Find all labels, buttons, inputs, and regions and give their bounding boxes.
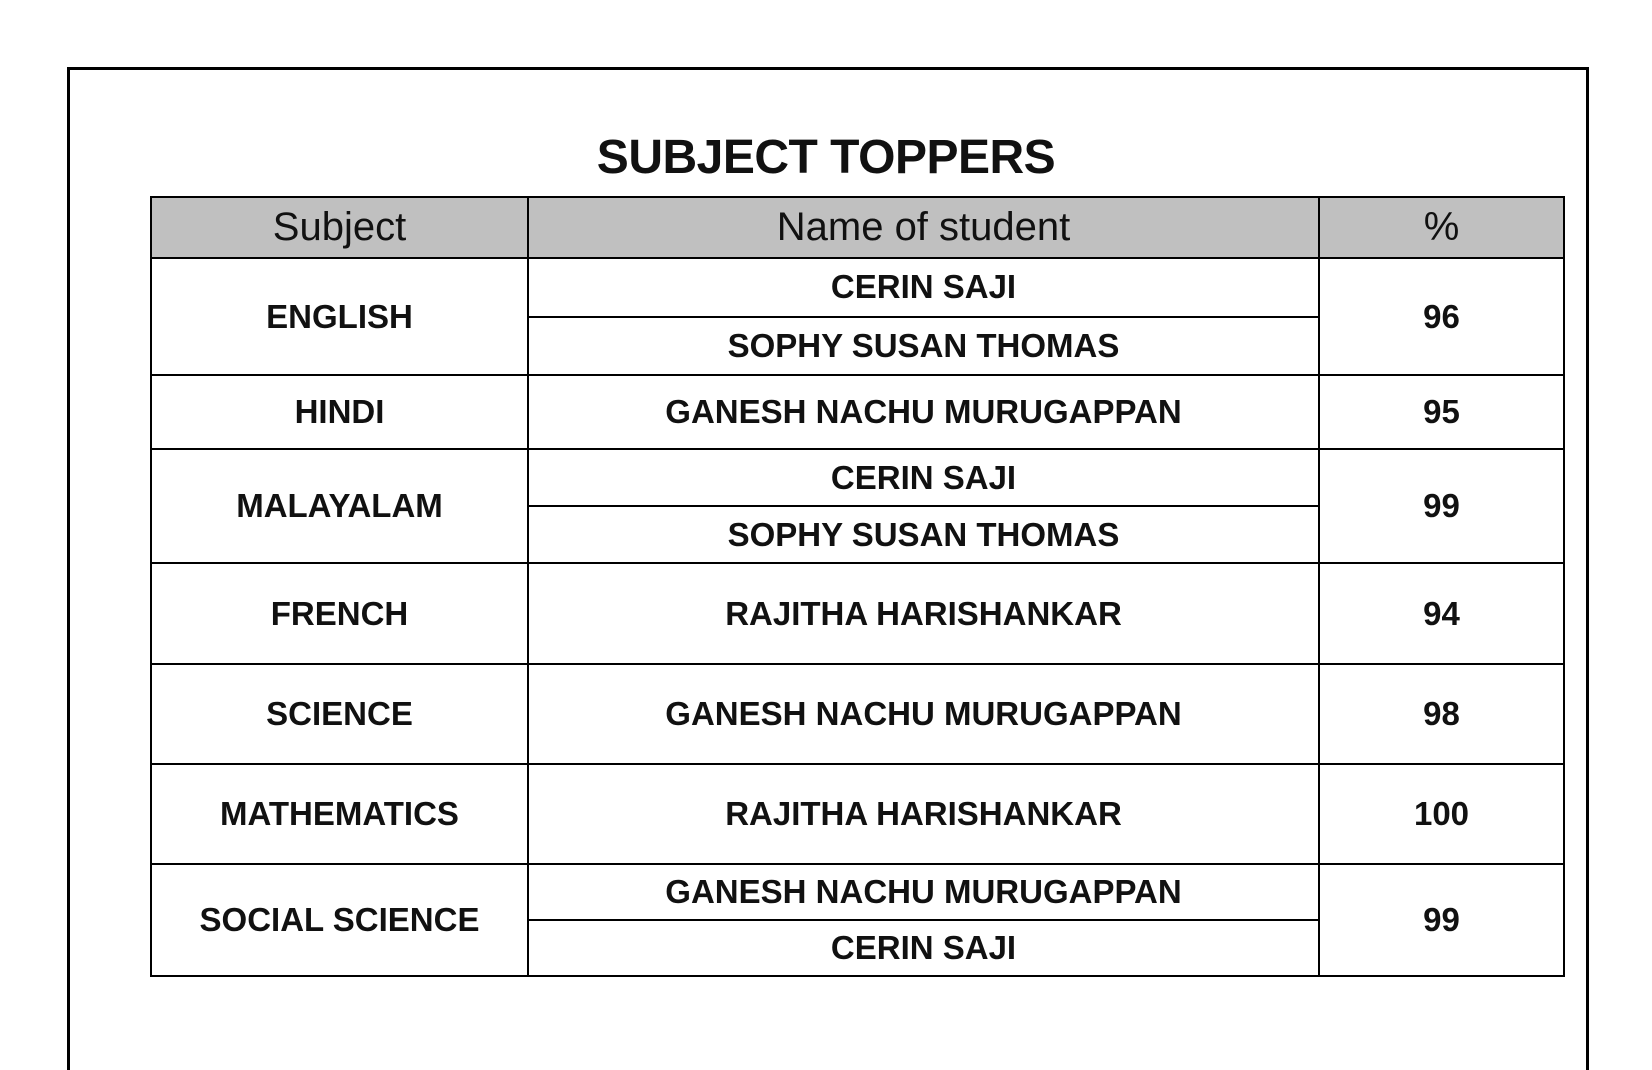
- student-name-cell: GANESH NACHU MURUGAPPAN: [527, 663, 1320, 765]
- subject-cell: MALAYALAM: [150, 448, 529, 564]
- percent-cell: 94: [1318, 562, 1565, 665]
- student-name-cell: GANESH NACHU MURUGAPPAN: [527, 374, 1320, 450]
- subject-cell: FRENCH: [150, 562, 529, 665]
- student-name-cell: SOPHY SUSAN THOMAS: [527, 505, 1320, 564]
- header-subject: Subject: [150, 196, 529, 259]
- subject-cell: HINDI: [150, 374, 529, 450]
- student-name-cell: CERIN SAJI: [527, 448, 1320, 507]
- toppers-table: Subject Name of student % ENGLISH CERIN S…: [150, 196, 1565, 977]
- table-row: SOPHY SUSAN THOMAS: [151, 505, 1564, 564]
- table-row: SCIENCE GANESH NACHU MURUGAPPAN 98: [150, 663, 1565, 765]
- table-row: HINDI GANESH NACHU MURUGAPPAN 95: [150, 374, 1565, 450]
- subject-cell: SOCIAL SCIENCE: [150, 863, 529, 977]
- percent-cell: 100: [1318, 763, 1565, 865]
- subject-cell: SCIENCE: [150, 663, 529, 765]
- header-row: Subject Name of student %: [150, 196, 1565, 259]
- table-row: SOCIAL SCIENCE GANESH NACHU MURUGAPPAN 99: [150, 863, 1565, 977]
- student-name-cell: CERIN SAJI: [527, 919, 1320, 977]
- percent-cell: 96: [1318, 257, 1565, 376]
- student-name-cell: SOPHY SUSAN THOMAS: [527, 315, 1320, 376]
- percent-cell: 98: [1318, 663, 1565, 765]
- table-row: SOPHY SUSAN THOMAS: [151, 315, 1564, 376]
- student-name-cell: RAJITHA HARISHANKAR: [527, 562, 1320, 665]
- percent-cell: 99: [1318, 863, 1565, 977]
- subject-cell: MATHEMATICS: [150, 763, 529, 865]
- page-title: SUBJECT TOPPERS: [596, 131, 1056, 184]
- percent-cell: 95: [1318, 374, 1565, 450]
- table-row: CERIN SAJI: [151, 919, 1564, 977]
- page-border: [67, 67, 1589, 1070]
- student-name-cell: GANESH NACHU MURUGAPPAN: [527, 863, 1320, 921]
- header-name: Name of student: [527, 196, 1320, 259]
- header-percent: %: [1318, 196, 1565, 259]
- table-row: MATHEMATICS RAJITHA HARISHANKAR 100: [150, 763, 1565, 865]
- student-name-cell: CERIN SAJI: [527, 257, 1320, 318]
- subject-cell: ENGLISH: [150, 257, 529, 376]
- table-row: MALAYALAM CERIN SAJI 99: [150, 448, 1565, 564]
- percent-cell: 99: [1318, 448, 1565, 564]
- table-row: ENGLISH CERIN SAJI 96: [150, 257, 1565, 376]
- table-row: FRENCH RAJITHA HARISHANKAR 94: [150, 562, 1565, 665]
- student-name-cell: RAJITHA HARISHANKAR: [527, 763, 1320, 865]
